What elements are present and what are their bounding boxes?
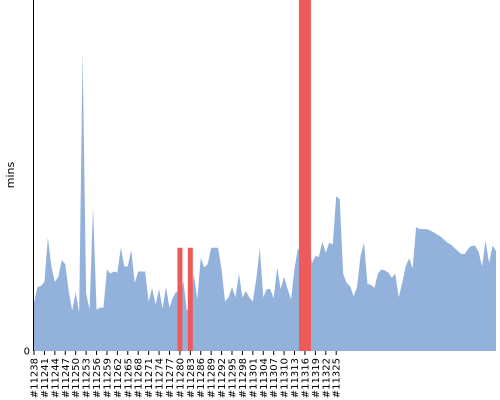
- x-tick-label: #11307: [269, 358, 280, 398]
- x-tick-label: #11325: [332, 358, 343, 398]
- x-ticks: #11238 #11241 #11244 #11247 #11250 #11253 #112…: [30, 351, 343, 398]
- x-tick-label: #11265: [123, 358, 134, 398]
- x-tick-label: #11262: [113, 358, 124, 398]
- x-tick-label: #11319: [311, 358, 322, 398]
- x-tick-label: #11247: [61, 358, 72, 398]
- x-tick-label: #11322: [321, 358, 332, 398]
- x-tick-label: #11253: [82, 358, 93, 398]
- highlight-bar-1: [187, 247, 193, 351]
- x-tick-label: #11301: [248, 358, 259, 398]
- series-area: [34, 51, 496, 351]
- x-tick-label: #11259: [102, 358, 113, 398]
- x-tick-label: #11298: [238, 358, 249, 398]
- x-tick-label: #11238: [30, 358, 41, 398]
- plot-area: [34, 0, 496, 351]
- x-tick-label: #11268: [134, 358, 145, 398]
- x-tick-label: #11277: [165, 358, 176, 398]
- x-tick-label: #11313: [290, 358, 301, 398]
- x-tick-label: #11283: [186, 358, 197, 398]
- x-tick-label: #11280: [175, 358, 186, 398]
- x-tick-label: #11304: [259, 358, 270, 398]
- highlight-bar-0: [177, 247, 183, 351]
- y-ticks: 0: [24, 347, 30, 358]
- highlight-bar-2: [298, 0, 311, 351]
- x-tick-label: #11256: [92, 358, 103, 398]
- x-tick-label: #11274: [155, 358, 166, 398]
- x-tick-label: #11271: [144, 358, 155, 398]
- y-axis-title: mins: [4, 161, 17, 188]
- x-tick-label: #11295: [228, 358, 239, 398]
- x-tick-label: #11241: [40, 358, 51, 398]
- x-tick-label: #11310: [280, 358, 291, 398]
- x-tick-label: #11244: [50, 358, 61, 398]
- y-tick-label: 0: [24, 347, 30, 358]
- x-tick-label: #11250: [71, 358, 82, 398]
- x-tick-label: #11292: [217, 358, 228, 398]
- x-tick-label: #11316: [300, 358, 311, 398]
- x-tick-label: #11286: [196, 358, 207, 398]
- x-tick-label: #11289: [207, 358, 218, 398]
